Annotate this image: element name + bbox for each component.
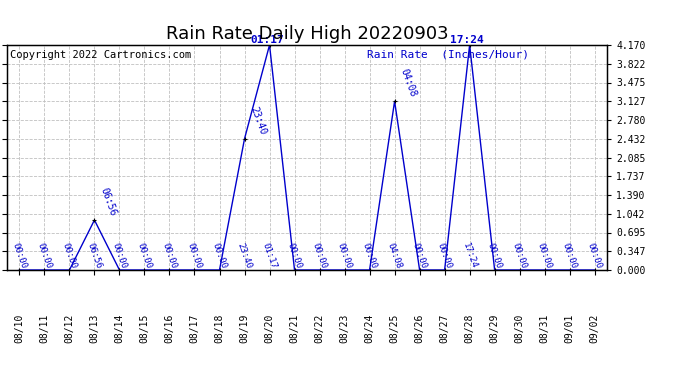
Text: 00:00: 00:00 xyxy=(536,241,553,270)
Text: 00:00: 00:00 xyxy=(61,241,78,270)
Text: 04:08: 04:08 xyxy=(398,68,417,99)
Text: 17:24: 17:24 xyxy=(461,241,478,270)
Text: 01:17: 01:17 xyxy=(261,241,278,270)
Text: 00:00: 00:00 xyxy=(136,241,153,270)
Text: 00:00: 00:00 xyxy=(186,241,204,270)
Text: 23:40: 23:40 xyxy=(248,105,268,136)
Text: 00:00: 00:00 xyxy=(361,241,378,270)
Text: 06:56: 06:56 xyxy=(86,241,104,270)
Text: 00:00: 00:00 xyxy=(336,241,353,270)
Text: 01:17: 01:17 xyxy=(250,35,284,45)
Text: 00:00: 00:00 xyxy=(10,241,28,270)
Text: 00:00: 00:00 xyxy=(411,241,428,270)
Text: Copyright 2022 Cartronics.com: Copyright 2022 Cartronics.com xyxy=(10,50,191,60)
Text: 00:00: 00:00 xyxy=(310,241,328,270)
Text: 00:00: 00:00 xyxy=(110,241,128,270)
Text: 00:00: 00:00 xyxy=(210,241,228,270)
Text: 00:00: 00:00 xyxy=(586,241,604,270)
Text: Rain Rate  (Inches/Hour): Rain Rate (Inches/Hour) xyxy=(367,50,529,60)
Text: 00:00: 00:00 xyxy=(561,241,578,270)
Text: 04:08: 04:08 xyxy=(386,241,404,270)
Text: 06:56: 06:56 xyxy=(98,186,117,218)
Title: Rain Rate Daily High 20220903: Rain Rate Daily High 20220903 xyxy=(166,26,448,44)
Text: 00:00: 00:00 xyxy=(436,241,453,270)
Text: 00:00: 00:00 xyxy=(161,241,178,270)
Text: 00:00: 00:00 xyxy=(486,241,504,270)
Text: 17:24: 17:24 xyxy=(451,35,484,45)
Text: 00:00: 00:00 xyxy=(511,241,529,270)
Text: 00:00: 00:00 xyxy=(36,241,53,270)
Text: 00:00: 00:00 xyxy=(286,241,304,270)
Text: 23:40: 23:40 xyxy=(236,241,253,270)
